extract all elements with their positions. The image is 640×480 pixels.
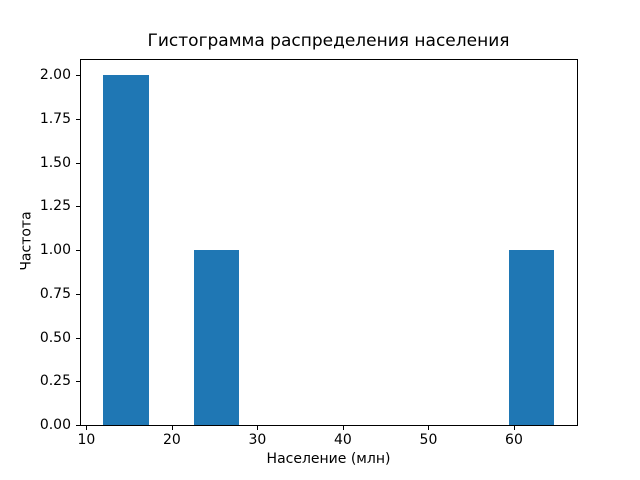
y-axis-label: Частота [18, 211, 35, 271]
histogram-bar [193, 250, 239, 425]
y-tick-label: 1.75 [39, 110, 71, 127]
y-tick-label: 2.00 [39, 67, 71, 84]
bars-layer [81, 60, 577, 425]
x-axis-label: Население (млн) [266, 451, 391, 467]
x-tick-mark [86, 426, 88, 430]
y-tick-mark [76, 425, 80, 426]
y-tick-mark [76, 293, 80, 295]
histogram-bar [508, 250, 554, 425]
x-tick-mark [171, 426, 173, 430]
y-tick-label: 0.75 [39, 285, 71, 302]
x-tick-mark [513, 426, 515, 430]
x-tick-label: 40 [334, 432, 352, 448]
y-tick-mark [76, 337, 80, 339]
y-tick-mark [76, 162, 80, 164]
y-tick-label: 0.25 [39, 373, 71, 390]
y-tick-label: 0.00 [39, 417, 71, 433]
y-tick-mark [76, 75, 80, 77]
y-tick-mark [76, 250, 80, 252]
y-tick-label: 0.50 [39, 329, 71, 346]
x-tick-label: 10 [77, 432, 96, 448]
x-axis-ticks: 10 20 30 40 50 60 [77, 426, 577, 454]
histogram-bar [103, 75, 149, 425]
y-tick-mark [76, 206, 80, 208]
y-tick-label: 1.00 [39, 242, 71, 259]
y-tick-mark [76, 118, 80, 120]
y-tick-mark [76, 381, 80, 383]
x-tick-label: 50 [419, 432, 438, 448]
y-axis-ticks: 0.00 0.25 0.50 0.75 1.00 1.25 1.50 1.75 2.00 [0, 60, 80, 433]
x-tick-mark [342, 426, 344, 430]
x-tick-label: 60 [505, 432, 523, 448]
x-tick-mark [257, 426, 259, 430]
chart-title: Гистограмма распределения населения [147, 31, 510, 51]
y-tick-label: 1.50 [39, 154, 71, 171]
plot-area [80, 59, 578, 426]
x-tick-label: 20 [162, 432, 181, 448]
y-tick-label: 1.25 [39, 198, 71, 215]
x-tick-label: 30 [248, 432, 267, 448]
x-tick-mark [428, 426, 430, 430]
